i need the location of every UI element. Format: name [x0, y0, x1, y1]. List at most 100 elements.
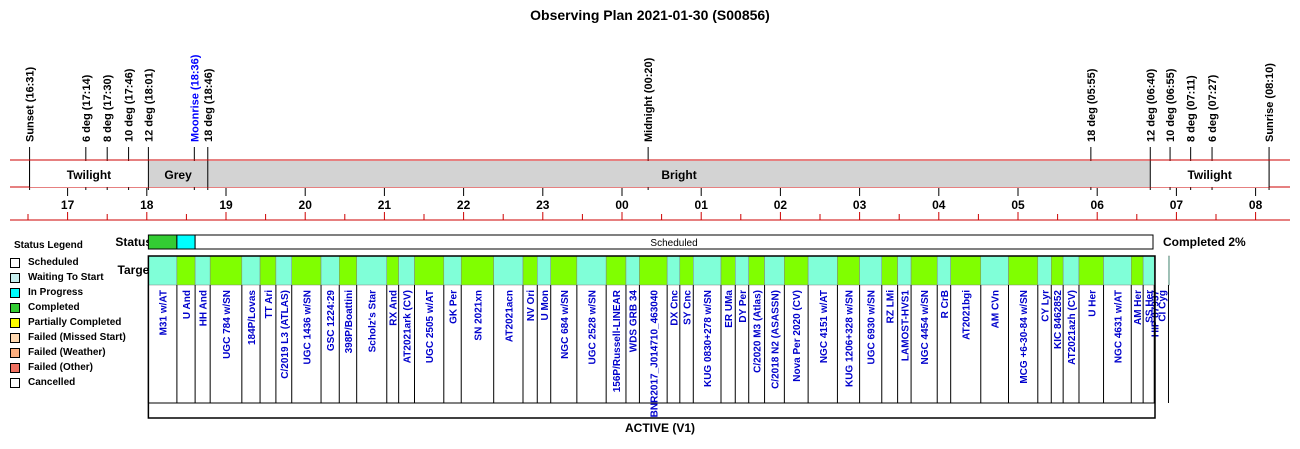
- legend-label: In Progress: [28, 287, 84, 298]
- time-marker-label: 10 deg (06:55): [1165, 68, 1177, 142]
- target-label: UGC 2528 w/SN: [588, 290, 599, 364]
- legend-item: Cancelled: [10, 375, 160, 390]
- target-bar: [386, 255, 399, 286]
- target-bar: [339, 255, 357, 286]
- band-label: Bright: [661, 168, 696, 182]
- hour-tick-label: 20: [299, 198, 313, 212]
- hour-tick-label: 18: [140, 198, 154, 212]
- hour-tick-label: 01: [695, 198, 709, 212]
- target-label: AT2021acn: [504, 290, 515, 342]
- target-bar: [460, 255, 494, 286]
- target-label: AT2021azh (CV): [1067, 290, 1078, 365]
- target-label: GK Per: [449, 290, 460, 324]
- legend-swatch: [10, 362, 20, 373]
- time-marker-label: Midnight (00:20): [643, 57, 655, 142]
- target-label: M31 w/AT: [159, 290, 170, 335]
- target-label: NGC 4454 w/SN: [920, 290, 931, 364]
- legend-swatch: [10, 347, 20, 358]
- target-label: BNR2017_J014710_463040: [649, 290, 660, 418]
- hour-tick-label: 23: [536, 198, 550, 212]
- target-label: 398P/Boattini: [344, 290, 355, 354]
- target-bar: [1062, 255, 1080, 286]
- hour-tick-label: 22: [457, 198, 471, 212]
- target-bar: [1051, 255, 1064, 286]
- target-bar: [897, 255, 912, 286]
- target-label: KUG 0830+278 w/SN: [703, 290, 714, 387]
- target-bar: [807, 255, 838, 286]
- target-bar: [275, 255, 292, 286]
- target-bar: [1131, 255, 1144, 286]
- legend-label: Partially Completed: [28, 317, 122, 328]
- legend-item: Waiting To Start: [10, 270, 160, 285]
- band-grey: [148, 161, 208, 187]
- target-label: UGC 1436 w/SN: [302, 290, 313, 364]
- target-bar: [784, 255, 809, 286]
- target-bar: [881, 255, 898, 286]
- legend-label: Cancelled: [28, 377, 76, 388]
- target-label: 156P/Russell-LINEAR: [612, 289, 623, 392]
- target-bar: [837, 255, 860, 286]
- target-label: AT2021ark (CV): [403, 290, 414, 363]
- status-segment: [194, 234, 1154, 250]
- target-bar: [259, 255, 277, 286]
- target-label: NGC 4151 w/AT: [819, 290, 830, 363]
- hour-tick-label: 19: [219, 198, 233, 212]
- target-bar: [320, 255, 340, 286]
- legend-swatch: [10, 377, 20, 388]
- band-twilight: [1150, 161, 1270, 187]
- target-label: U Mon: [540, 290, 551, 321]
- hour-tick-label: 00: [615, 198, 629, 212]
- target-bar: [764, 255, 785, 286]
- target-bar: [720, 255, 736, 286]
- target-bar: [693, 255, 722, 286]
- target-bar: [1168, 255, 1170, 286]
- target-bar: [950, 255, 982, 286]
- target-label: RZ LMi: [886, 290, 897, 324]
- target-bar: [576, 255, 607, 286]
- target-bar: [605, 255, 627, 286]
- target-label: WDS GRB 34: [629, 290, 640, 353]
- hour-tick-label: 02: [774, 198, 788, 212]
- target-bar: [209, 255, 243, 286]
- target-bar: [639, 255, 668, 286]
- target-label: TT Ari: [264, 290, 275, 319]
- target-label: 184P/Lovas: [247, 290, 258, 345]
- target-bar: [910, 255, 938, 286]
- target-label: R CrB: [940, 290, 951, 318]
- target-label: SY Cnc: [683, 290, 694, 325]
- target-label: U Her: [1087, 290, 1098, 317]
- target-label: NGC 4631 w/AT: [1113, 290, 1124, 363]
- status-label: Status: [115, 235, 152, 249]
- hour-tick-label: 03: [853, 198, 867, 212]
- target-bar: [936, 255, 951, 286]
- target-bar: [735, 255, 749, 286]
- target-label: UGC 2505 w/AT: [425, 290, 436, 363]
- legend-item: Scheduled: [10, 255, 160, 270]
- hour-tick-label: 21: [378, 198, 392, 212]
- time-marker-label: 10 deg (17:46): [124, 68, 136, 142]
- target-label: ER UMa: [724, 290, 735, 328]
- target-label: DY Per: [738, 290, 749, 323]
- target-label: CY Lyr: [1041, 290, 1052, 322]
- target-label: C/2020 M3 (Atlas): [753, 290, 764, 373]
- legend-item: Completed: [10, 300, 160, 315]
- status-segment-label: Scheduled: [650, 238, 697, 249]
- legend-swatch: [10, 302, 20, 313]
- time-marker-label: 12 deg (18:01): [143, 68, 155, 142]
- time-marker-label: 8 deg (17:30): [102, 74, 114, 142]
- target-bar: [666, 255, 681, 286]
- target-bar: [1078, 255, 1104, 286]
- target-label: U And: [182, 290, 193, 319]
- target-bar: [443, 255, 462, 286]
- target-label: DX Cnc: [669, 290, 680, 326]
- band-label: Grey: [164, 168, 192, 182]
- time-marker-label: Sunset (16:31): [25, 66, 37, 142]
- legend-title: Status Legend: [14, 240, 83, 251]
- target-bar: [1142, 255, 1155, 286]
- target-label: UGC 6930 w/SN: [867, 290, 878, 364]
- target-label: HH And: [199, 290, 210, 326]
- target-bar: [679, 255, 694, 286]
- plan-footer: ACTIVE (V1): [625, 421, 695, 435]
- legend-item: Failed (Other): [10, 360, 160, 375]
